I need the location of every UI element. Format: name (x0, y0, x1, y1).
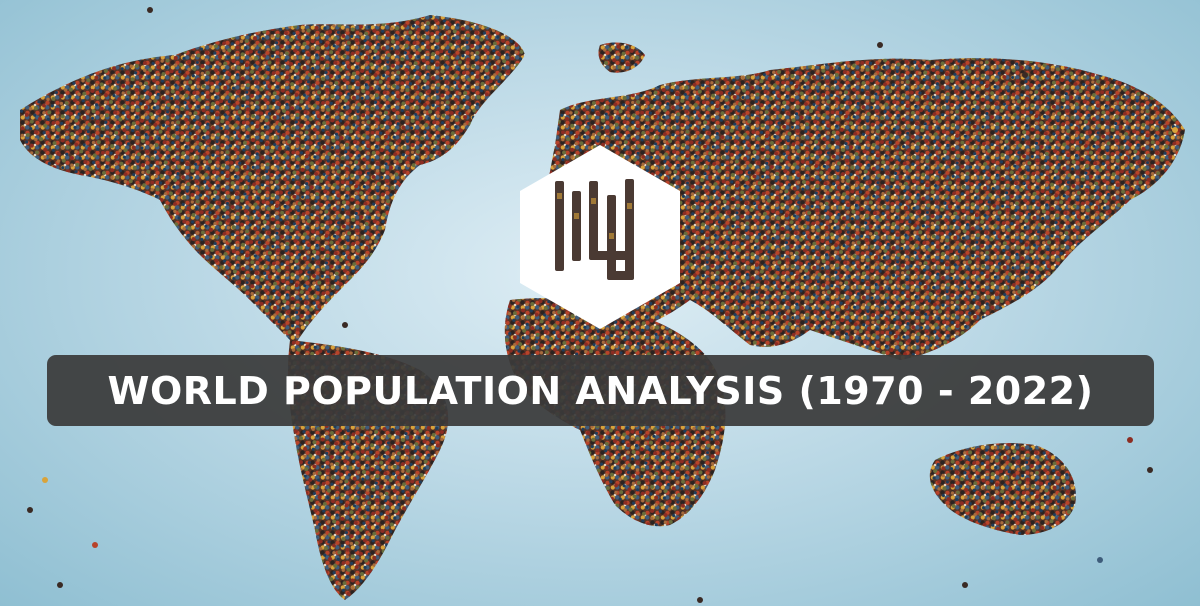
hexagon-logo-icon (520, 145, 680, 329)
title-banner: WORLD POPULATION ANALYSIS (1970 - 2022) (47, 355, 1154, 426)
page-title: WORLD POPULATION ANALYSIS (1970 - 2022) (107, 368, 1094, 413)
scattered-people (27, 7, 1178, 603)
